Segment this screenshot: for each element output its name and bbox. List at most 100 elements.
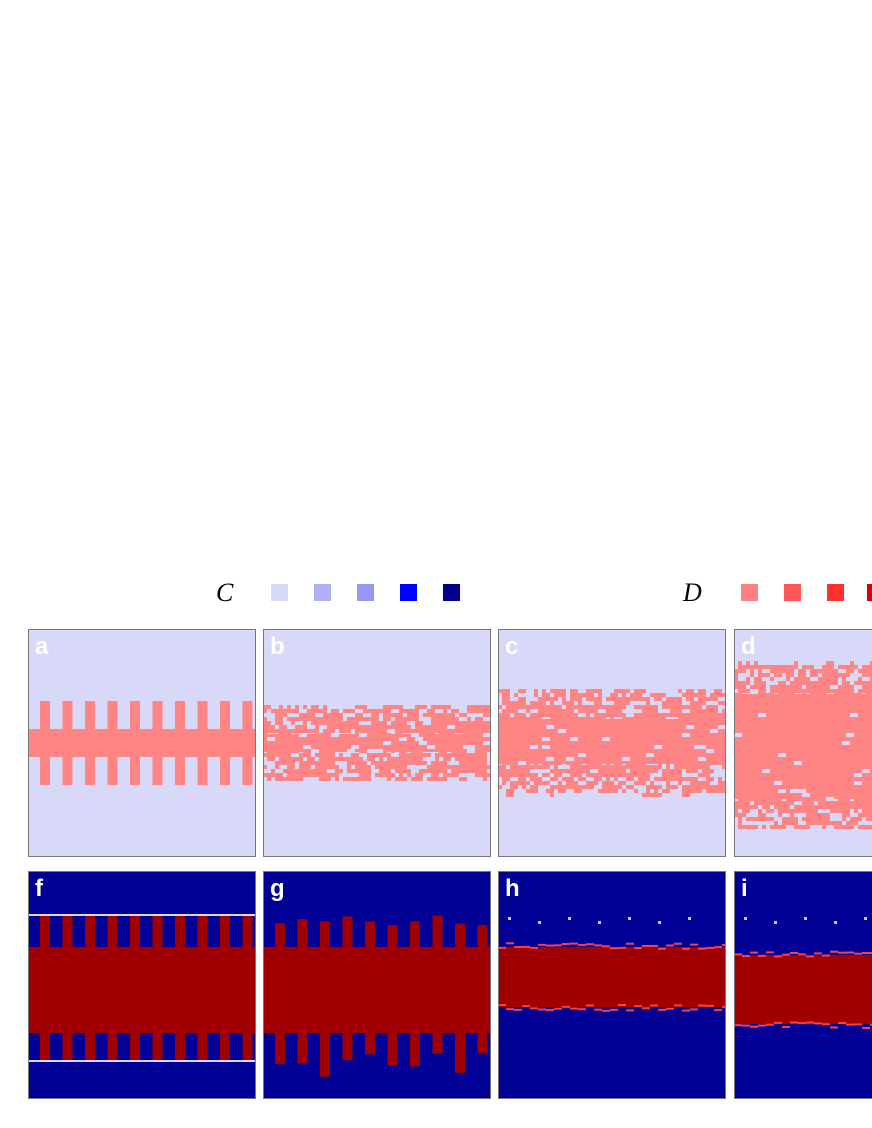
cell — [718, 717, 726, 721]
cell — [790, 797, 794, 801]
cell — [538, 705, 542, 709]
cell — [754, 805, 758, 809]
cell — [339, 769, 343, 773]
cell — [742, 1024, 750, 1027]
cell — [850, 825, 854, 829]
cell — [590, 773, 598, 777]
cell — [698, 1004, 706, 1007]
cell — [694, 765, 698, 769]
cell — [367, 749, 375, 753]
cell — [455, 725, 459, 729]
cell — [786, 797, 790, 801]
cell — [363, 773, 367, 777]
cell — [658, 777, 662, 781]
cell — [822, 665, 830, 669]
cell — [670, 773, 678, 777]
cell — [471, 761, 475, 765]
cell — [562, 785, 570, 789]
cell — [534, 705, 538, 709]
cell — [242, 1033, 253, 1061]
panel — [263, 629, 491, 857]
cell — [638, 697, 642, 701]
cell — [578, 693, 582, 697]
cell — [790, 665, 794, 669]
cell — [642, 713, 646, 717]
cell — [642, 761, 646, 765]
cell — [403, 721, 407, 725]
cell — [327, 753, 335, 757]
cell — [566, 777, 570, 781]
cell — [794, 677, 798, 681]
cell — [431, 761, 435, 765]
cell — [387, 777, 391, 781]
cell — [798, 953, 806, 956]
cell — [403, 725, 411, 729]
cell — [722, 761, 726, 765]
cell — [275, 721, 279, 725]
cell — [506, 1008, 514, 1011]
cell — [379, 733, 383, 737]
cell — [698, 693, 706, 697]
cell — [850, 821, 858, 825]
cell — [866, 665, 872, 669]
cell — [303, 705, 307, 709]
cell — [866, 813, 870, 817]
cell — [479, 757, 483, 761]
cell — [311, 729, 319, 733]
cell — [359, 773, 363, 777]
cell — [574, 789, 582, 793]
cell — [766, 1023, 774, 1026]
cell — [570, 765, 574, 769]
cell — [522, 945, 530, 948]
cell — [359, 717, 363, 721]
cell — [459, 777, 467, 781]
cell — [722, 943, 726, 946]
cell — [315, 765, 319, 769]
cell — [718, 701, 726, 705]
cell — [510, 701, 514, 705]
cell — [435, 769, 439, 773]
cell — [618, 765, 622, 769]
cell — [411, 729, 415, 733]
cell — [646, 701, 650, 705]
cell — [483, 773, 487, 777]
cell — [197, 915, 208, 947]
cell — [399, 749, 403, 753]
cell — [355, 705, 359, 709]
cell — [626, 765, 630, 769]
cell — [834, 801, 838, 805]
cell — [371, 721, 379, 725]
cell — [606, 697, 614, 701]
cell — [303, 765, 307, 769]
cell — [347, 769, 351, 773]
cell — [810, 669, 818, 673]
legend-swatch — [443, 584, 460, 601]
cell — [415, 757, 419, 761]
cell — [642, 793, 650, 797]
cell — [806, 797, 810, 801]
cell — [870, 797, 872, 801]
cell — [706, 705, 710, 709]
cell — [846, 669, 854, 673]
cell — [387, 753, 391, 757]
cell — [483, 777, 487, 781]
cell — [570, 1007, 578, 1010]
cell — [658, 761, 662, 765]
cell — [626, 713, 634, 717]
cell — [275, 923, 285, 956]
cell — [542, 697, 550, 701]
cell — [498, 785, 502, 789]
cell — [279, 705, 283, 709]
cell — [782, 1026, 790, 1029]
cell — [435, 757, 439, 761]
cell — [355, 713, 363, 717]
cell — [646, 765, 654, 769]
cell — [702, 773, 710, 777]
cell — [618, 785, 622, 789]
cell — [526, 769, 530, 773]
cell — [842, 689, 846, 693]
cell — [479, 721, 483, 725]
cell — [602, 781, 606, 785]
cell — [702, 769, 710, 773]
cell — [670, 713, 674, 717]
